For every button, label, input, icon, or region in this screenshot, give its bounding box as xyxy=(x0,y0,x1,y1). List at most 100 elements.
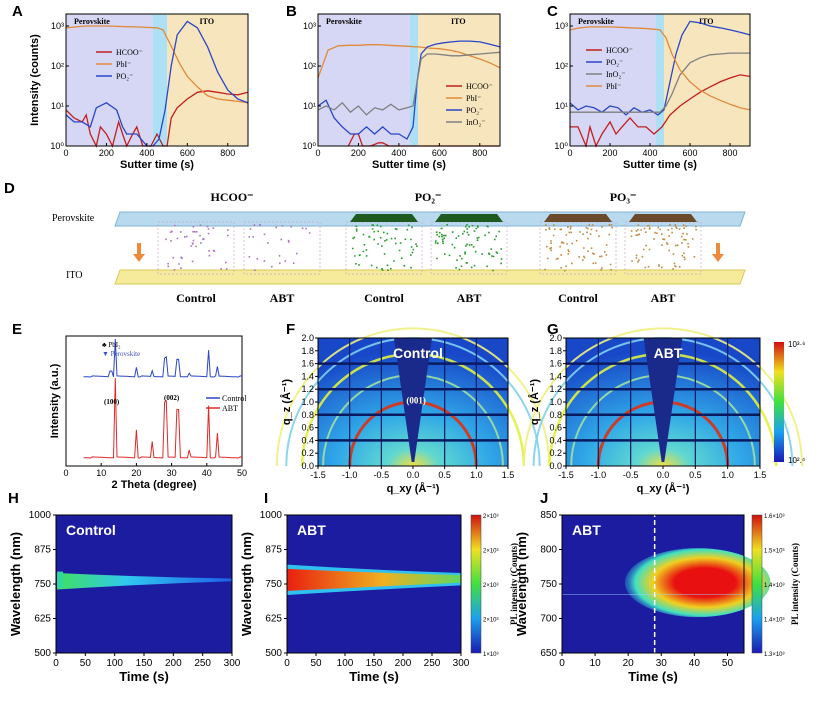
y-tick-label: 1.0 xyxy=(549,397,562,407)
x-axis-label: Time (s) xyxy=(119,669,169,684)
x-tick-label: 200 xyxy=(602,148,617,158)
x-tick-label: 200 xyxy=(351,148,366,158)
chart-c-tof-sims: Perovskite ITO 0 200 400 600 800 10⁰ 10¹ 10² 10³ Su… xyxy=(554,13,751,171)
y-axis-label: Wavelength (nm) xyxy=(514,532,529,636)
y-tick-label: 1.6 xyxy=(301,359,314,369)
region-label-ito: ITO xyxy=(200,17,215,26)
legend-label: PbI⁻ xyxy=(116,60,131,69)
region-label-perovskite: Perovskite xyxy=(74,17,110,26)
y-tick-label: 10² xyxy=(51,61,64,71)
colorbar-min-label: 10².⁴ xyxy=(788,456,806,465)
peak-label-002: (002) xyxy=(164,394,180,402)
missing-wedge xyxy=(394,338,432,462)
region-label-ito: ITO xyxy=(699,17,714,26)
x-axis-label: Time (s) xyxy=(349,669,399,684)
cube-outline-0 xyxy=(157,221,235,275)
x-tick-label: -0.5 xyxy=(374,470,390,480)
cube-particles-1 xyxy=(248,224,311,271)
y-tick-label: 10¹ xyxy=(303,101,316,111)
legend-label: PbI⁻ xyxy=(606,82,621,91)
x-tick-label: -1.0 xyxy=(591,470,607,480)
y-axis-label: q_z (Å⁻¹) xyxy=(528,379,541,425)
x-tick-label: 800 xyxy=(220,148,235,158)
plot-frame xyxy=(317,13,501,147)
series-line-3 xyxy=(317,51,501,116)
x-tick-label: 250 xyxy=(194,658,211,669)
x-tick-label: 600 xyxy=(682,148,697,158)
y-tick-label: 875 xyxy=(34,545,51,556)
sample-label-3: Control xyxy=(364,291,404,305)
y-tick-label: 1.4 xyxy=(301,371,314,381)
x-axis-label: Time (s) xyxy=(628,669,678,684)
x-tick-label: 200 xyxy=(99,148,114,158)
y-tick-label: 1000 xyxy=(29,510,52,521)
x-tick-label: 1.0 xyxy=(721,470,734,480)
panel-label-c: C xyxy=(547,3,558,20)
peak-annotation: (001) xyxy=(406,395,426,405)
y-tick-label: 875 xyxy=(265,545,282,556)
sample-label-4: ABT xyxy=(457,291,482,305)
panel-label-i: I xyxy=(264,490,268,507)
panel-label-f: F xyxy=(286,321,295,338)
y-tick-label: 0.0 xyxy=(549,461,562,471)
x-tick-label: 0.0 xyxy=(407,470,420,480)
cube-top-5 xyxy=(629,214,697,222)
x-axis-label: q_xy (Å⁻¹) xyxy=(387,482,440,495)
legend-label: HCOO⁻ xyxy=(466,82,493,91)
missing-wedge xyxy=(643,338,683,462)
x-tick-label: -1.0 xyxy=(342,470,358,480)
cube-top-2 xyxy=(350,214,418,222)
x-tick-label: 300 xyxy=(453,658,470,669)
panel-label-b: B xyxy=(286,3,297,20)
layer-label-perovskite: Perovskite xyxy=(52,213,95,224)
y-tick-label: 625 xyxy=(34,614,51,625)
region-ito-bg xyxy=(167,14,248,146)
colorbar-tick-label: 2×10³ xyxy=(483,514,499,520)
region-interface-bg xyxy=(152,14,168,146)
y-tick-label: 10¹ xyxy=(51,101,64,111)
colorbar-tick-label: 1×10³ xyxy=(483,652,499,658)
colorbar xyxy=(470,514,482,654)
region-perovskite-bg xyxy=(66,14,153,146)
y-tick-label: 1.6 xyxy=(549,359,562,369)
pl-title: ABT xyxy=(297,522,326,538)
chart-j-pl-map: ABT 0 10 20 30 40 50 650 700 750 800 850 Time (s) Wav… xyxy=(514,510,800,684)
layer-label-ito: ITO xyxy=(66,270,82,281)
cube-outline-3 xyxy=(430,221,508,275)
marker-label-perovskite: ▼ Perovskite xyxy=(102,350,140,358)
y-tick-label: 10³ xyxy=(51,21,64,31)
y-tick-label: 1.4 xyxy=(549,371,562,381)
y-tick-label: 10³ xyxy=(555,21,568,31)
y-tick-label: 1.0 xyxy=(301,397,314,407)
x-tick-label: 0.5 xyxy=(689,470,702,480)
legend-label: PO₂⁻ xyxy=(466,106,483,115)
y-tick-label: 0.4 xyxy=(301,435,314,445)
colorbar-tick-label: 1.6×10³ xyxy=(764,514,785,520)
region-label-perovskite: Perovskite xyxy=(326,17,362,26)
sample-label-1: Control xyxy=(176,291,216,305)
colorbar xyxy=(774,342,784,462)
x-tick-label: 800 xyxy=(472,148,487,158)
sample-label-5: Control xyxy=(558,291,598,305)
x-tick-label: 600 xyxy=(432,148,447,158)
colorbar-label: PL intensity (Counts) xyxy=(509,543,519,625)
legend-label: InO₂⁻ xyxy=(466,118,485,127)
x-tick-label: 0 xyxy=(284,658,290,669)
x-tick-label: 0 xyxy=(559,658,565,669)
y-tick-label: 800 xyxy=(540,545,557,556)
y-tick-label: 2.0 xyxy=(549,333,562,343)
sample-label-6: ABT xyxy=(651,291,676,305)
y-axis-label: Intensity (counts) xyxy=(29,34,41,126)
x-tick-label: -1.5 xyxy=(558,470,574,480)
x-tick-label: 1.5 xyxy=(502,470,515,480)
schematic-d: HCOO⁻ PO₂⁻ PO₃⁻ Perovskite ITO Control A… xyxy=(52,190,746,305)
region-ito-bg xyxy=(664,14,750,146)
x-tick-label: 150 xyxy=(366,658,383,669)
x-tick-label: 1.0 xyxy=(470,470,483,480)
x-tick-label: 200 xyxy=(395,658,412,669)
x-tick-label: -0.5 xyxy=(623,470,639,480)
y-tick-label: 0.6 xyxy=(301,423,314,433)
y-tick-label: 500 xyxy=(34,648,51,659)
x-tick-label: 40 xyxy=(202,468,212,478)
